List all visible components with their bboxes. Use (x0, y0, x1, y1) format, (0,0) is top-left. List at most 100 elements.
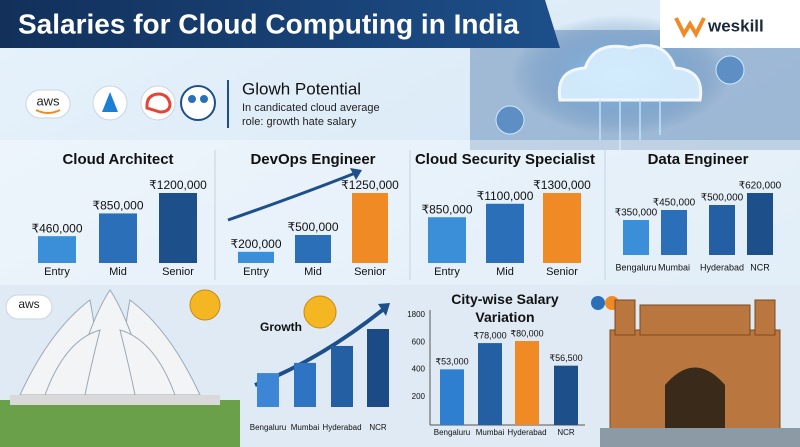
google-mark (145, 92, 172, 114)
chart-title: DevOps Engineer (250, 151, 375, 168)
potential-heading: Glowh Potential (242, 79, 361, 98)
bar (440, 369, 464, 425)
brand-name: weskill (707, 16, 764, 35)
y-tick-label: 400 (412, 365, 426, 374)
x-tick-label: Mid (109, 266, 127, 278)
value-label: ₹1200,000 (149, 178, 207, 192)
lotus-temple (19, 289, 201, 396)
x-tick-label: Hyderabad (700, 262, 744, 272)
potential-line: role: growth hate salary (242, 116, 357, 128)
people-mark (200, 95, 208, 103)
value-label: ₹1300,000 (533, 178, 591, 192)
x-tick-label: Mumbai (476, 428, 505, 437)
brand-box (660, 0, 800, 48)
x-tick-label: Hyderabad (507, 428, 546, 437)
x-tick-label: Mumbai (291, 423, 320, 432)
value-label: ₹850,000 (421, 202, 472, 216)
value-label: ₹450,000 (653, 198, 696, 209)
y-tick-label: 600 (412, 337, 426, 346)
bar (486, 203, 524, 263)
bar (623, 220, 649, 255)
x-tick-label: Senior (162, 266, 194, 278)
aws-text: aws (36, 93, 60, 108)
cloud-icon (557, 44, 703, 102)
value-label: ₹1100,000 (477, 189, 534, 203)
value-label: ₹850,000 (92, 199, 143, 213)
x-tick-label: Entry (434, 266, 460, 278)
x-tick-label: Senior (354, 266, 386, 278)
bar (295, 235, 331, 263)
aws-smile (35, 109, 61, 114)
x-tick-label: Hyderabad (322, 423, 361, 432)
value-label: ₹53,000 (435, 357, 468, 367)
bar (554, 365, 578, 425)
x-tick-label: Bengaluru (434, 428, 470, 437)
bar (331, 345, 353, 407)
people-icon (591, 296, 605, 310)
x-tick-label: Mid (304, 266, 322, 278)
chart-title: Data Engineer (648, 151, 749, 168)
bar (294, 362, 316, 407)
potential-line: In candicated cloud average (242, 102, 380, 114)
x-tick-label: Senior (546, 266, 578, 278)
value-label: ₹500,000 (287, 220, 338, 234)
ground (600, 428, 800, 447)
coin (303, 295, 337, 329)
bar (543, 193, 581, 263)
value-label: ₹80,000 (510, 328, 543, 338)
value-label: ₹350,000 (615, 208, 658, 219)
x-tick-label: Bengaluru (250, 423, 286, 432)
gateway-arch (665, 367, 725, 430)
bar (352, 193, 388, 263)
chart-title: Growth (260, 320, 302, 334)
chart-title: City-wise Salary Variation (451, 291, 559, 325)
page-title: Salaries for Cloud Computing in India (18, 8, 519, 39)
rupee-badge (495, 105, 525, 135)
y-tick-label: 200 (412, 392, 426, 401)
x-tick-label: Entry (243, 266, 269, 278)
value-label: ₹56,500 (549, 353, 582, 363)
brand-icon (674, 17, 706, 39)
bar (99, 213, 137, 263)
x-tick-label: NCR (750, 262, 770, 272)
growth-arrow-head (378, 303, 390, 316)
x-tick-label: NCR (369, 423, 387, 432)
bar (747, 193, 773, 255)
x-tick-label: Bengaluru (615, 262, 656, 272)
y-tick-label: 1800 (407, 310, 425, 319)
bar (257, 373, 279, 407)
x-tick-label: Mumbai (658, 262, 690, 272)
bar (428, 217, 466, 263)
value-label: ₹78,000 (473, 330, 506, 340)
value-label: ₹460,000 (31, 221, 82, 235)
bar (38, 236, 76, 263)
bar (367, 329, 389, 407)
people-logo (180, 85, 216, 121)
coin (189, 289, 221, 321)
aws-text: aws (18, 297, 39, 311)
value-label: ₹620,000 (739, 181, 782, 192)
azure-mark (102, 92, 118, 112)
trend-arrow-head (350, 168, 362, 180)
chart-title: Cloud Security Specialist (415, 151, 595, 168)
bar (238, 251, 274, 263)
circuit-lines (599, 100, 661, 150)
people-badge (715, 55, 745, 85)
temple-base (10, 395, 220, 405)
chart-title: Cloud Architect (62, 151, 173, 168)
bar (159, 193, 197, 263)
aws-badge (5, 294, 53, 320)
x-tick-label: Mid (496, 266, 514, 278)
trend-arrow (227, 170, 359, 222)
bar (709, 205, 735, 255)
people-mark (188, 95, 196, 103)
value-label: ₹500,000 (701, 193, 744, 204)
bar (661, 210, 687, 255)
value-label: ₹200,000 (230, 237, 281, 251)
value-label: ₹1250,000 (341, 178, 399, 192)
title-banner (0, 0, 560, 48)
bar (515, 341, 539, 425)
lawn (0, 400, 240, 447)
